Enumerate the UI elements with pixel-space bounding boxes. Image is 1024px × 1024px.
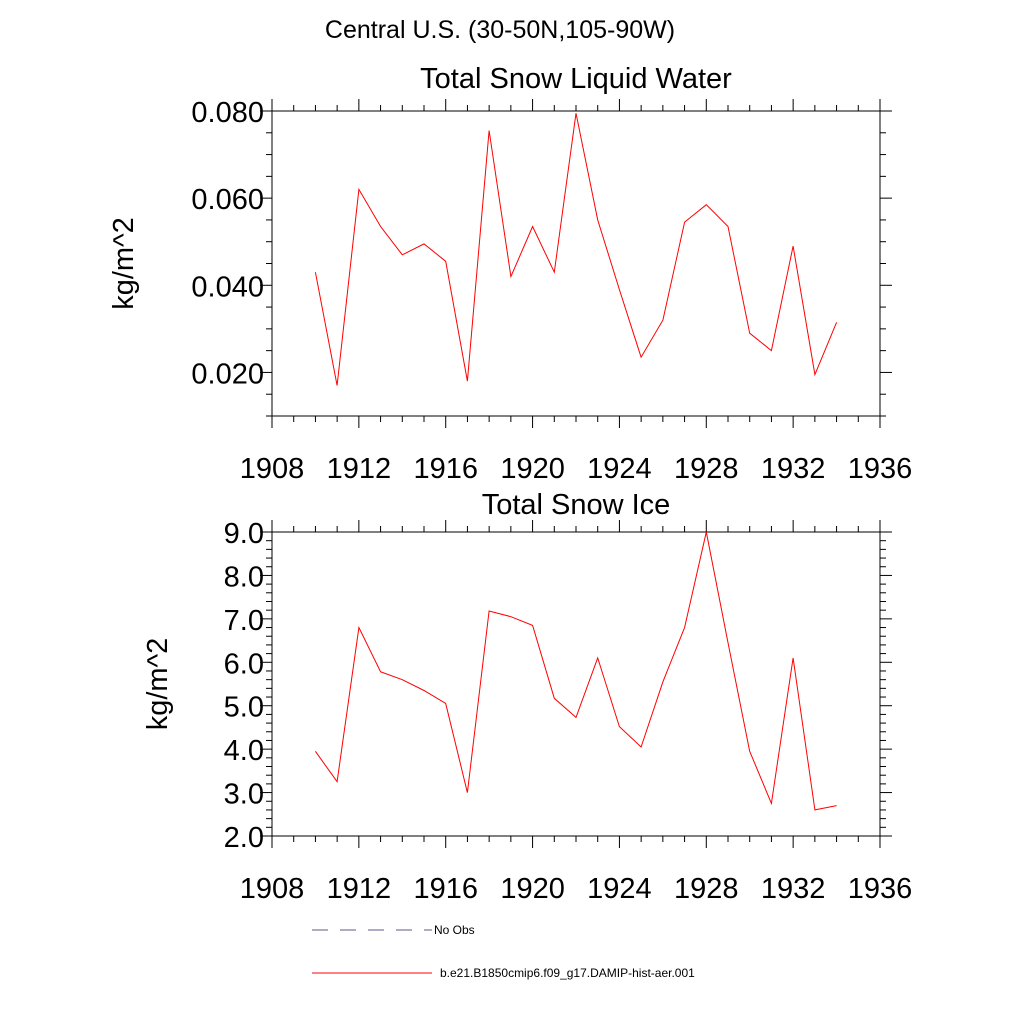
x-tick-label: 1912 [327, 453, 392, 485]
x-tick-label: 1924 [587, 873, 652, 905]
panel-snow-ice: Total Snow Ice kg/m^2 1908 1912 1916 1920 1924… [142, 489, 912, 905]
plot-frame [271, 110, 881, 417]
x-tick-label: 1908 [240, 873, 305, 905]
y-tick-label: 7.0 [224, 605, 264, 637]
x-tick-label: 1916 [413, 873, 478, 905]
y-tick-label: 2.0 [224, 822, 264, 854]
x-tick-label: 1920 [500, 873, 565, 905]
y-tick-label: 0.020 [191, 358, 264, 390]
x-tick-label: 1936 [848, 873, 913, 905]
y-tick-label: 4.0 [224, 735, 264, 767]
series-line [314, 113, 838, 386]
x-tick-label: 1928 [674, 873, 739, 905]
panel-title: Total Snow Ice [482, 489, 671, 521]
y-tick-label: 6.0 [224, 648, 264, 680]
figure-title: Central U.S. (30-50N,105-90W) [0, 16, 1024, 45]
x-tick-label: 1928 [674, 453, 739, 485]
y-axis-label: kg/m^2 [142, 638, 174, 731]
panel-title: Total Snow Liquid Water [420, 63, 732, 95]
y-tick-label: 9.0 [224, 518, 264, 550]
panel-snow-liquid-water: Total Snow Liquid Water kg/m^2 1908 1912 191… [108, 63, 912, 485]
x-tick-label: 1936 [848, 453, 913, 485]
legend-no-obs-label: No Obs [434, 923, 475, 937]
x-tick-label: 1924 [587, 453, 652, 485]
y-tick-label: 5.0 [224, 692, 264, 724]
y-tick-label: 3.0 [224, 779, 264, 811]
y-axis-label: kg/m^2 [108, 217, 140, 310]
figure-title-text: Central U.S. (30-50N,105-90W) [324, 16, 676, 44]
y-tick-label: 0.040 [191, 271, 264, 303]
x-tick-label: 1908 [240, 453, 305, 485]
legend-model-label: b.e21.B1850cmip6.f09_g17.DAMIP-hist-aer.… [440, 966, 695, 980]
series-line [314, 531, 837, 811]
x-tick-label: 1932 [761, 453, 826, 485]
x-tick-label: 1932 [761, 873, 826, 905]
legend: No Obs b.e21.B1850cmip6.f09_g17.DAMIP-hi… [312, 923, 695, 980]
x-tick-label: 1912 [327, 873, 392, 905]
y-tick-label: 0.080 [191, 97, 264, 129]
x-tick-label: 1920 [500, 453, 565, 485]
y-tick-label: 0.060 [191, 184, 264, 216]
x-tick-label: 1916 [413, 453, 478, 485]
y-tick-label: 8.0 [224, 561, 264, 593]
